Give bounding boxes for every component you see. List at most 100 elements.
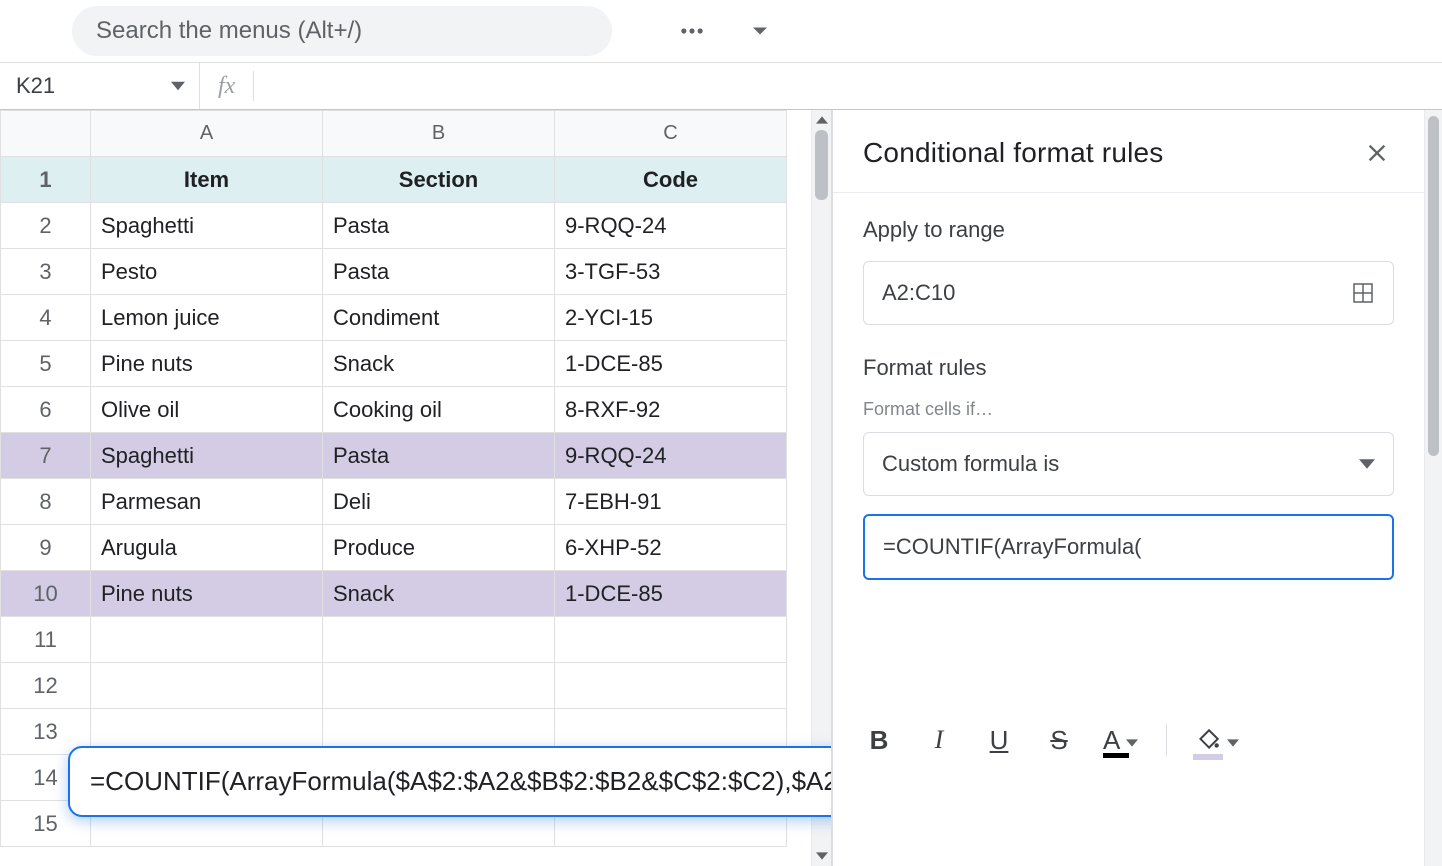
row-header[interactable]: 1	[1, 157, 91, 203]
row-header[interactable]: 9	[1, 525, 91, 571]
more-icon[interactable]	[672, 11, 712, 51]
text-color-button[interactable]: A	[1103, 725, 1138, 756]
cell[interactable]: 2-YCI-15	[555, 295, 787, 341]
cell[interactable]: Pine nuts	[91, 341, 323, 387]
menus-bar: Search the menus (Alt+/)	[0, 0, 1442, 62]
row-header[interactable]: 12	[1, 663, 91, 709]
table-row[interactable]: 5Pine nutsSnack1-DCE-85	[1, 341, 787, 387]
apply-to-range-label: Apply to range	[863, 217, 1394, 243]
scroll-down-icon[interactable]	[812, 846, 832, 866]
table-row[interactable]: 8ParmesanDeli7-EBH-91	[1, 479, 787, 525]
cell[interactable]: 9-RQQ-24	[555, 433, 787, 479]
cell[interactable]: Spaghetti	[91, 203, 323, 249]
table-row[interactable]: 4Lemon juiceCondiment2-YCI-15	[1, 295, 787, 341]
text-color-label: A	[1103, 725, 1120, 756]
cell[interactable]: 3-TGF-53	[555, 249, 787, 295]
row-header[interactable]: 8	[1, 479, 91, 525]
cell[interactable]: 8-RXF-92	[555, 387, 787, 433]
cell[interactable]: Arugula	[91, 525, 323, 571]
cell[interactable]	[555, 663, 787, 709]
cell[interactable]	[91, 617, 323, 663]
table-row[interactable]: 11	[1, 617, 787, 663]
fill-color-swatch	[1193, 754, 1223, 760]
cell[interactable]: Spaghetti	[91, 433, 323, 479]
formula-bar-input[interactable]	[254, 63, 1442, 109]
fill-color-button[interactable]	[1195, 725, 1239, 756]
table-row[interactable]: 7SpaghettiPasta9-RQQ-24	[1, 433, 787, 479]
row-header[interactable]: 6	[1, 387, 91, 433]
select-all-corner[interactable]	[1, 111, 91, 157]
row-header[interactable]: 3	[1, 249, 91, 295]
cell[interactable]: Parmesan	[91, 479, 323, 525]
menus-search-input[interactable]: Search the menus (Alt+/)	[72, 6, 612, 56]
panel-scrollbar-thumb[interactable]	[1428, 116, 1439, 456]
name-box[interactable]: K21	[0, 63, 200, 109]
cell[interactable]: Produce	[323, 525, 555, 571]
table-row[interactable]: 12	[1, 663, 787, 709]
row-header[interactable]: 10	[1, 571, 91, 617]
panel-title: Conditional format rules	[863, 137, 1164, 169]
scrollbar-thumb[interactable]	[815, 130, 828, 200]
spreadsheet-grid[interactable]: A B C 1ItemSectionCode2SpaghettiPasta9-R…	[0, 110, 787, 847]
cell[interactable]	[323, 617, 555, 663]
row-header[interactable]: 7	[1, 433, 91, 479]
range-input[interactable]: A2:C10	[863, 261, 1394, 325]
menus-search-placeholder: Search the menus (Alt+/)	[96, 17, 362, 45]
bold-button[interactable]: B	[863, 725, 895, 756]
cell[interactable]: 1-DCE-85	[555, 571, 787, 617]
cell[interactable]: Pasta	[323, 249, 555, 295]
cell[interactable]: Pasta	[323, 433, 555, 479]
row-header[interactable]: 11	[1, 617, 91, 663]
cell[interactable]	[323, 663, 555, 709]
fx-label: fx	[200, 63, 253, 109]
toolbar-collapse-icon[interactable]	[740, 11, 780, 51]
formula-tooltip: =COUNTIF(ArrayFormula($A$2:$A2&$B$2:$B2&…	[68, 746, 832, 817]
row-header[interactable]: 2	[1, 203, 91, 249]
cell[interactable]: Olive oil	[91, 387, 323, 433]
table-row[interactable]: 6Olive oilCooking oil8-RXF-92	[1, 387, 787, 433]
chevron-down-icon	[1359, 456, 1375, 472]
italic-button[interactable]: I	[923, 725, 955, 755]
cell[interactable]: Pine nuts	[91, 571, 323, 617]
cell[interactable]: Pesto	[91, 249, 323, 295]
cell[interactable]: 1-DCE-85	[555, 341, 787, 387]
cell[interactable]: Cooking oil	[323, 387, 555, 433]
row-header[interactable]: 4	[1, 295, 91, 341]
custom-formula-input[interactable]: =COUNTIF(ArrayFormula(	[863, 514, 1394, 580]
cell[interactable]: 9-RQQ-24	[555, 203, 787, 249]
scrollbar-track[interactable]	[812, 130, 831, 846]
underline-button[interactable]: U	[983, 725, 1015, 756]
table-row[interactable]: 1ItemSectionCode	[1, 157, 787, 203]
row-header[interactable]: 5	[1, 341, 91, 387]
table-row[interactable]: 2SpaghettiPasta9-RQQ-24	[1, 203, 787, 249]
col-header-a[interactable]: A	[91, 111, 323, 157]
table-row[interactable]: 9ArugulaProduce6-XHP-52	[1, 525, 787, 571]
col-header-c[interactable]: C	[555, 111, 787, 157]
col-header-b[interactable]: B	[323, 111, 555, 157]
cell[interactable]: 7-EBH-91	[555, 479, 787, 525]
cell[interactable]: Code	[555, 157, 787, 203]
scroll-up-icon[interactable]	[812, 110, 832, 130]
cell[interactable]: Condiment	[323, 295, 555, 341]
table-row[interactable]: 10Pine nutsSnack1-DCE-85	[1, 571, 787, 617]
close-panel-button[interactable]	[1360, 136, 1394, 170]
cell[interactable]: Section	[323, 157, 555, 203]
cell[interactable]: Pasta	[323, 203, 555, 249]
condition-select[interactable]: Custom formula is	[863, 432, 1394, 496]
cell[interactable]: Item	[91, 157, 323, 203]
strikethrough-button[interactable]: S	[1043, 725, 1075, 756]
table-row[interactable]: 3PestoPasta3-TGF-53	[1, 249, 787, 295]
cell[interactable]: Snack	[323, 341, 555, 387]
cell[interactable]: Snack	[323, 571, 555, 617]
cell[interactable]	[555, 617, 787, 663]
cell[interactable]: Lemon juice	[91, 295, 323, 341]
custom-formula-value: =COUNTIF(ArrayFormula(	[883, 534, 1142, 560]
grid-select-icon[interactable]	[1351, 281, 1375, 305]
cell[interactable]: Deli	[323, 479, 555, 525]
cell[interactable]: 6-XHP-52	[555, 525, 787, 571]
range-value: A2:C10	[882, 280, 955, 306]
chevron-down-icon	[1126, 725, 1138, 756]
cell[interactable]	[91, 663, 323, 709]
panel-scrollbar[interactable]	[1424, 110, 1442, 866]
spreadsheet-area: A B C 1ItemSectionCode2SpaghettiPasta9-R…	[0, 110, 832, 866]
